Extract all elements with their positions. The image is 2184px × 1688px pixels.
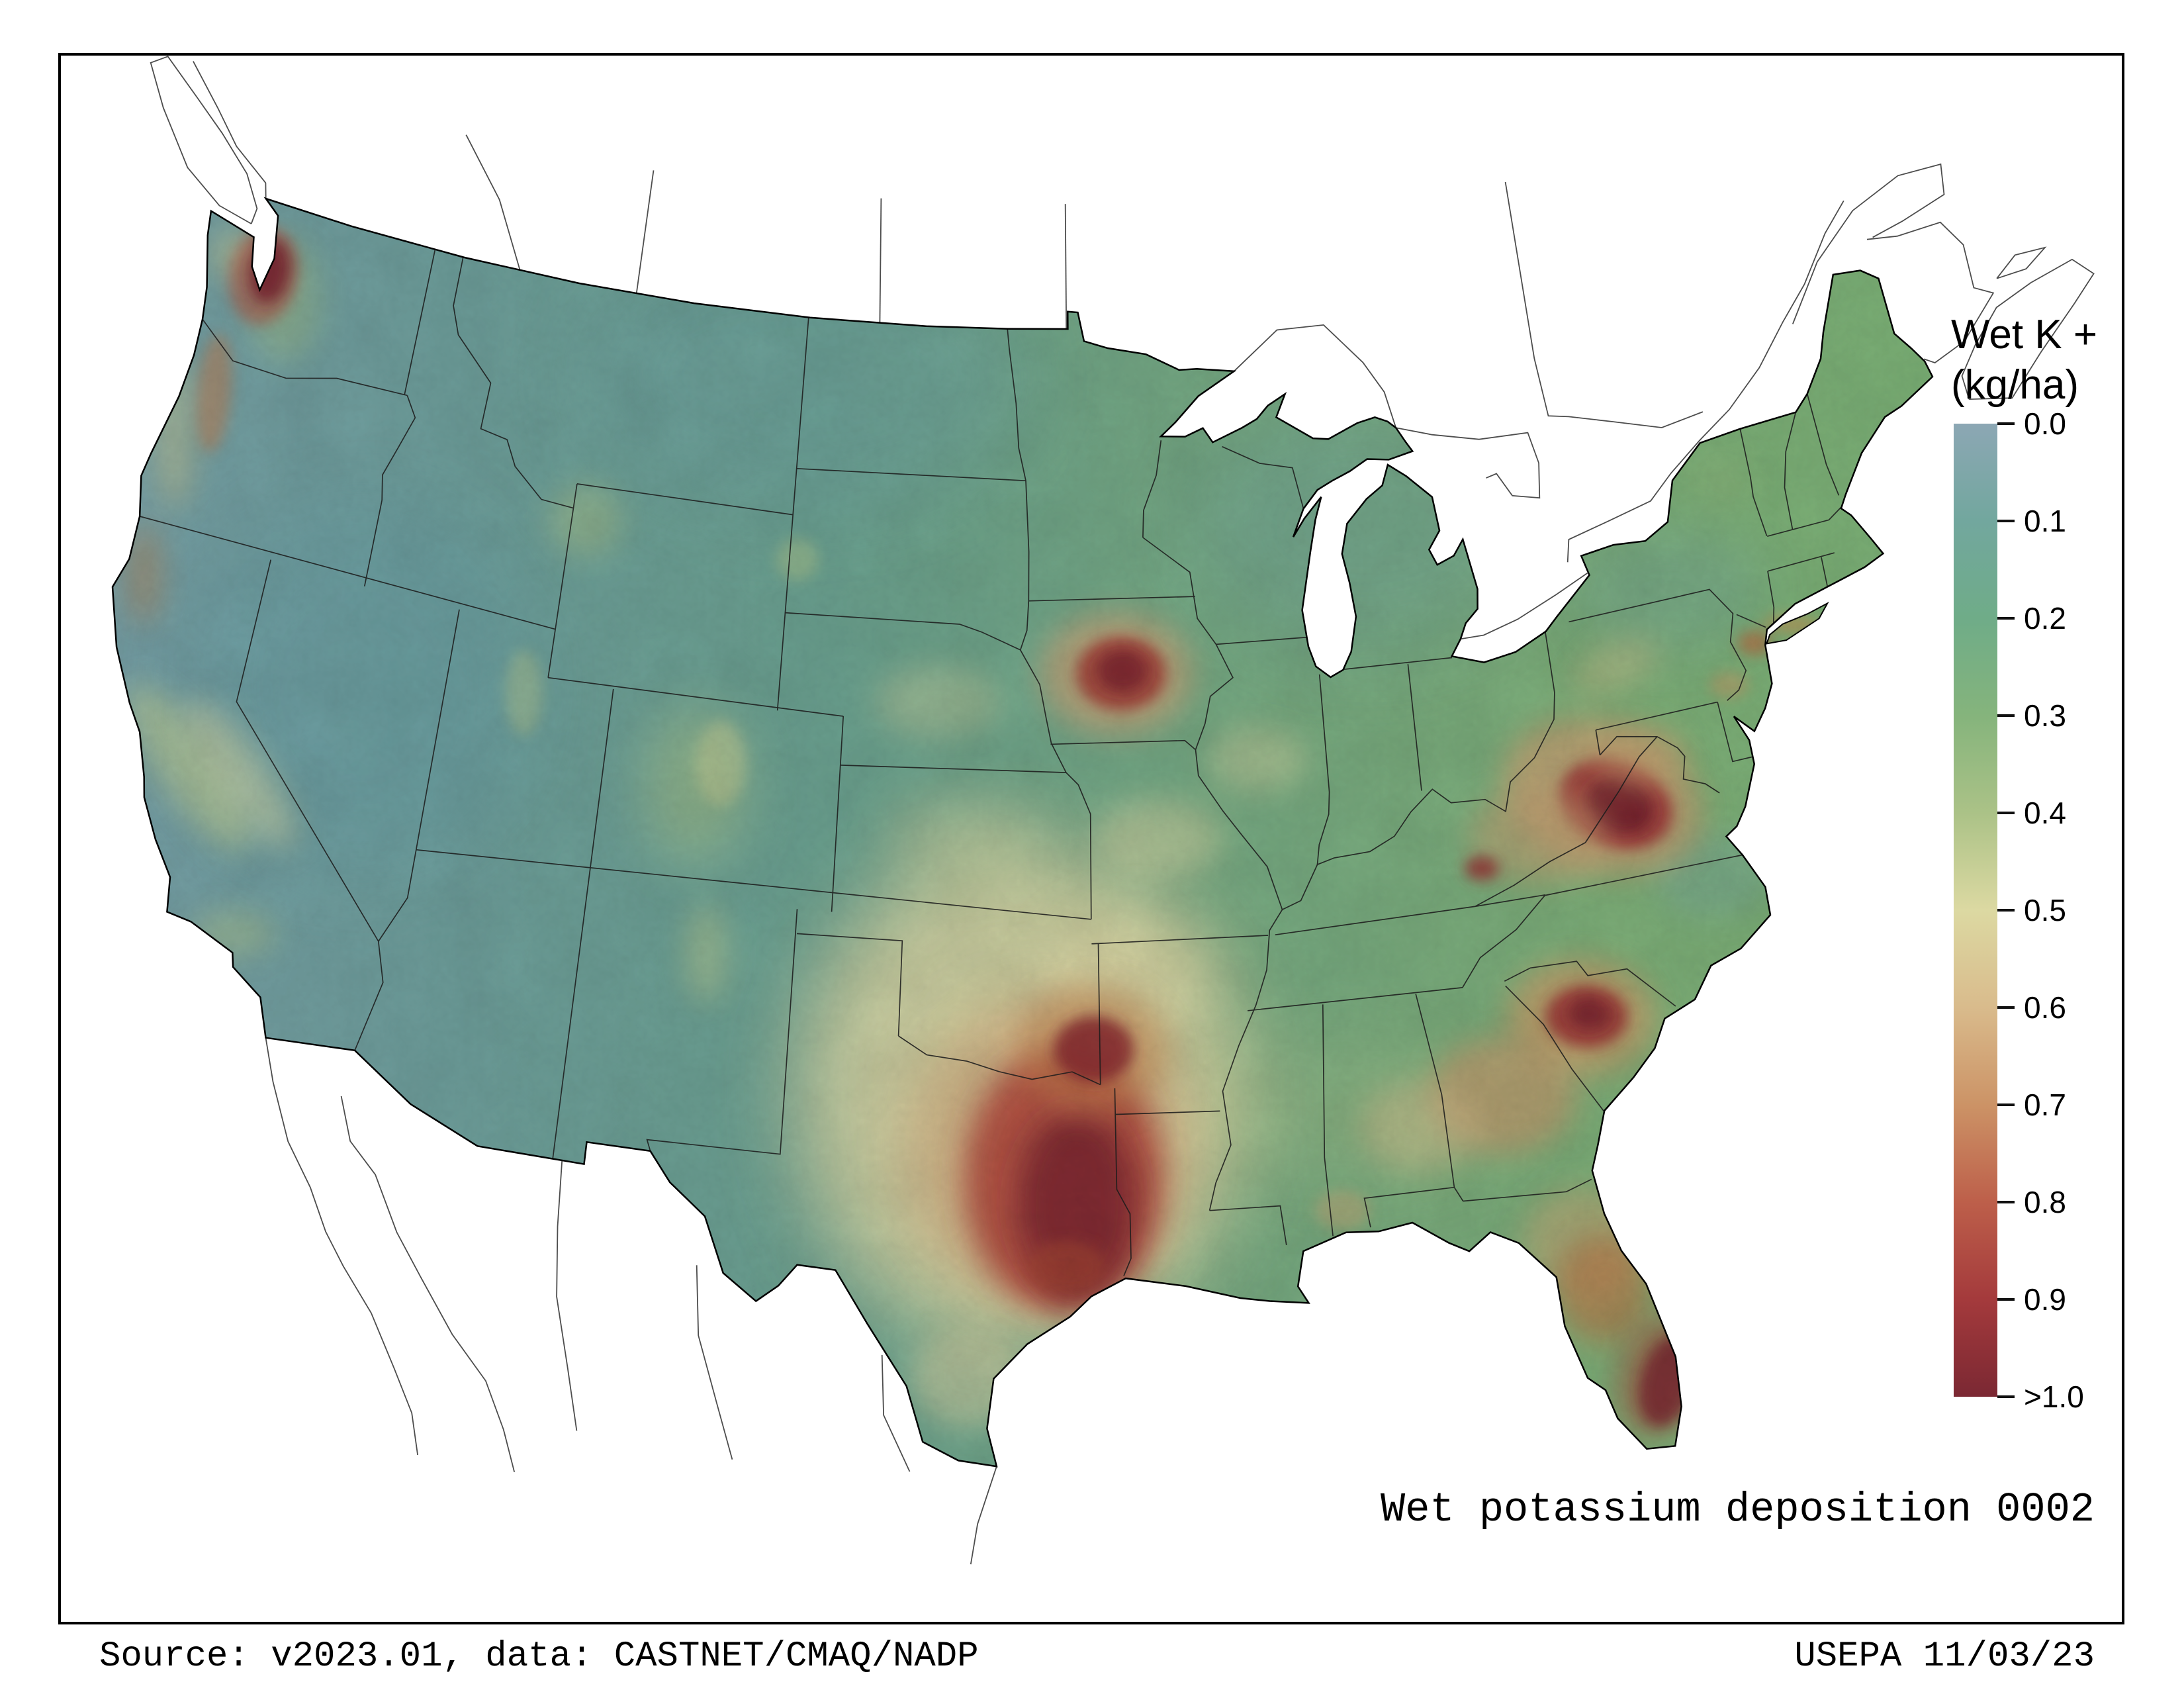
legend-tick-mark [1997, 1395, 2015, 1398]
legend-tick-label: >1.0 [2024, 1380, 2084, 1414]
legend-tick-mark [1997, 909, 2015, 912]
legend-tick-label: 0.7 [2024, 1088, 2066, 1122]
legend: Wet K + (kg/ha) [1951, 310, 2176, 410]
legend-tick-label: 0.4 [2024, 796, 2066, 830]
legend-tick-mark [1997, 1298, 2015, 1301]
legend-tick-label: 0.2 [2024, 601, 2066, 635]
legend-tick: 0.4 [1997, 795, 2066, 831]
legend-tick: 0.1 [1997, 503, 2066, 539]
legend-tick-mark [1997, 1006, 2015, 1009]
legend-tick: >1.0 [1997, 1379, 2084, 1415]
legend-tick-label: 0.3 [2024, 698, 2066, 733]
legend-tick-mark [1997, 812, 2015, 814]
legend-tick-mark [1997, 520, 2015, 522]
legend-tick: 0.9 [1997, 1282, 2066, 1317]
legend-tick-mark [1997, 714, 2015, 717]
legend-colorbar [1954, 424, 1997, 1397]
legend-tick-label: 0.9 [2024, 1282, 2066, 1317]
legend-title-line2: (kg/ha) [1951, 362, 2079, 408]
legend-tick-label: 0.1 [2024, 504, 2066, 538]
legend-tick: 0.0 [1997, 406, 2066, 442]
legend-tick-mark [1997, 1103, 2015, 1106]
agency-date-note: USEPA 11/03/23 [1794, 1636, 2095, 1677]
legend-tick: 0.5 [1997, 892, 2066, 928]
legend-tick-label: 0.6 [2024, 990, 2066, 1025]
legend-tick: 0.3 [1997, 698, 2066, 733]
legend-tick: 0.2 [1997, 600, 2066, 636]
legend-tick-mark [1997, 1201, 2015, 1203]
legend-tick-label: 0.8 [2024, 1185, 2066, 1219]
legend-tick: 0.7 [1997, 1087, 2066, 1123]
legend-tick-label: 0.0 [2024, 406, 2066, 441]
legend-tick-mark [1997, 617, 2015, 620]
source-note: Source: v2023.01, data: CASTNET/CMAQ/NAD… [99, 1636, 979, 1677]
plot-caption: Wet potassium deposition 0002 [1381, 1486, 2095, 1533]
legend-tick-label: 0.5 [2024, 893, 2066, 927]
legend-tick-mark [1997, 422, 2015, 425]
legend-tick: 0.6 [1997, 990, 2066, 1025]
legend-tick-list: 0.0 0.1 0.2 0.3 0.4 0.5 0.6 0.7 0.8 0.9 >1.0 [1954, 406, 2172, 1414]
legend-tick: 0.8 [1997, 1184, 2066, 1220]
legend-title-line1: Wet K + [1951, 312, 2098, 357]
